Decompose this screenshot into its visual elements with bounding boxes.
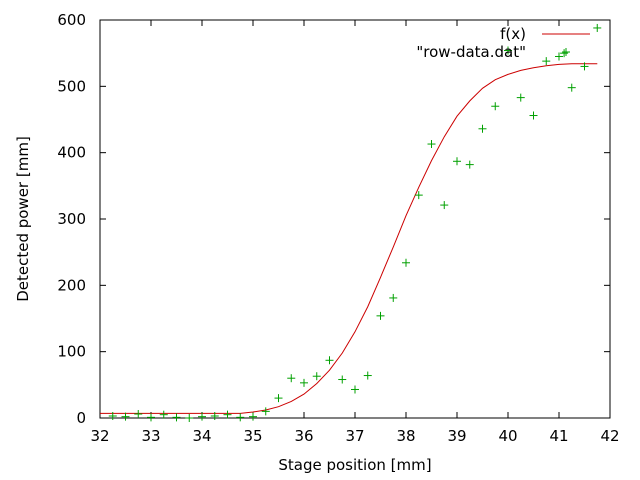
axes-frame [99, 19, 611, 419]
data-point [389, 293, 398, 302]
legend-label-fx: f(x) [500, 25, 526, 43]
x-tick-label: 38 [396, 427, 415, 445]
data-point [414, 191, 423, 200]
y-axis-label: Detected power [mm] [14, 136, 32, 302]
data-point [491, 102, 500, 111]
data-point [338, 375, 347, 384]
data-point [376, 311, 385, 320]
data-point [185, 414, 194, 422]
y-tick-label: 200 [57, 276, 86, 294]
data-point [312, 372, 321, 381]
x-tick-label: 34 [192, 427, 211, 445]
data-point [504, 46, 512, 55]
data-point [427, 140, 436, 149]
y-tick-label: 400 [57, 144, 86, 162]
plot-border [99, 19, 611, 419]
x-tick-label: 41 [549, 427, 568, 445]
y-tick-label: 0 [76, 409, 86, 427]
x-tick-label: 39 [447, 427, 466, 445]
data-point [402, 258, 410, 267]
data-point [249, 412, 257, 421]
data-point [198, 412, 206, 421]
data-point [440, 201, 449, 210]
data-point [351, 385, 359, 394]
y-tick-label: 500 [57, 77, 86, 95]
data-point [593, 23, 602, 32]
data-point [325, 356, 334, 365]
data-point [108, 412, 117, 421]
x-tick-label: 36 [294, 427, 313, 445]
data-point [159, 410, 168, 419]
data-point [147, 413, 155, 422]
data-point [287, 374, 296, 383]
data-point [223, 410, 232, 419]
y-axis-ticks: 0 100 200 300 400 500 600 [57, 11, 610, 427]
x-tick-label: 37 [345, 427, 364, 445]
legend-swatch-row-data [562, 48, 570, 56]
data-point [300, 378, 308, 387]
data-point [542, 57, 551, 66]
data-point [453, 157, 461, 166]
y-tick-label: 600 [57, 11, 86, 29]
x-tick-label: 35 [243, 427, 262, 445]
x-tick-label: 40 [498, 427, 517, 445]
data-point [121, 412, 130, 421]
data-point [560, 49, 569, 58]
x-tick-label: 32 [90, 427, 109, 445]
legend-marker [562, 48, 570, 56]
data-point [210, 412, 219, 421]
data-point [363, 371, 372, 380]
data-point [555, 52, 563, 61]
y-tick-label: 100 [57, 343, 86, 361]
x-tick-label: 33 [141, 427, 160, 445]
data-point [172, 413, 181, 422]
series-layer [100, 23, 602, 422]
data-point [261, 407, 270, 416]
legend: f(x) "row-data.dat" [416, 25, 590, 61]
data-point [465, 160, 474, 169]
data-point [567, 83, 576, 92]
data-point [478, 124, 487, 133]
data-point [516, 93, 525, 102]
data-point [274, 394, 283, 403]
legend-label-row-data: "row-data.dat" [416, 43, 526, 61]
data-point [580, 62, 589, 71]
data-point [529, 111, 538, 120]
x-axis-ticks: 32 33 34 35 36 37 38 39 40 41 42 [90, 20, 620, 445]
x-axis-label: Stage position [mm] [278, 456, 431, 474]
data-point [134, 410, 143, 419]
y-tick-label: 300 [57, 210, 86, 228]
series-line-fx [100, 63, 598, 414]
data-point [236, 413, 245, 422]
x-tick-label: 42 [600, 427, 619, 445]
series-points-row-data [108, 23, 602, 422]
